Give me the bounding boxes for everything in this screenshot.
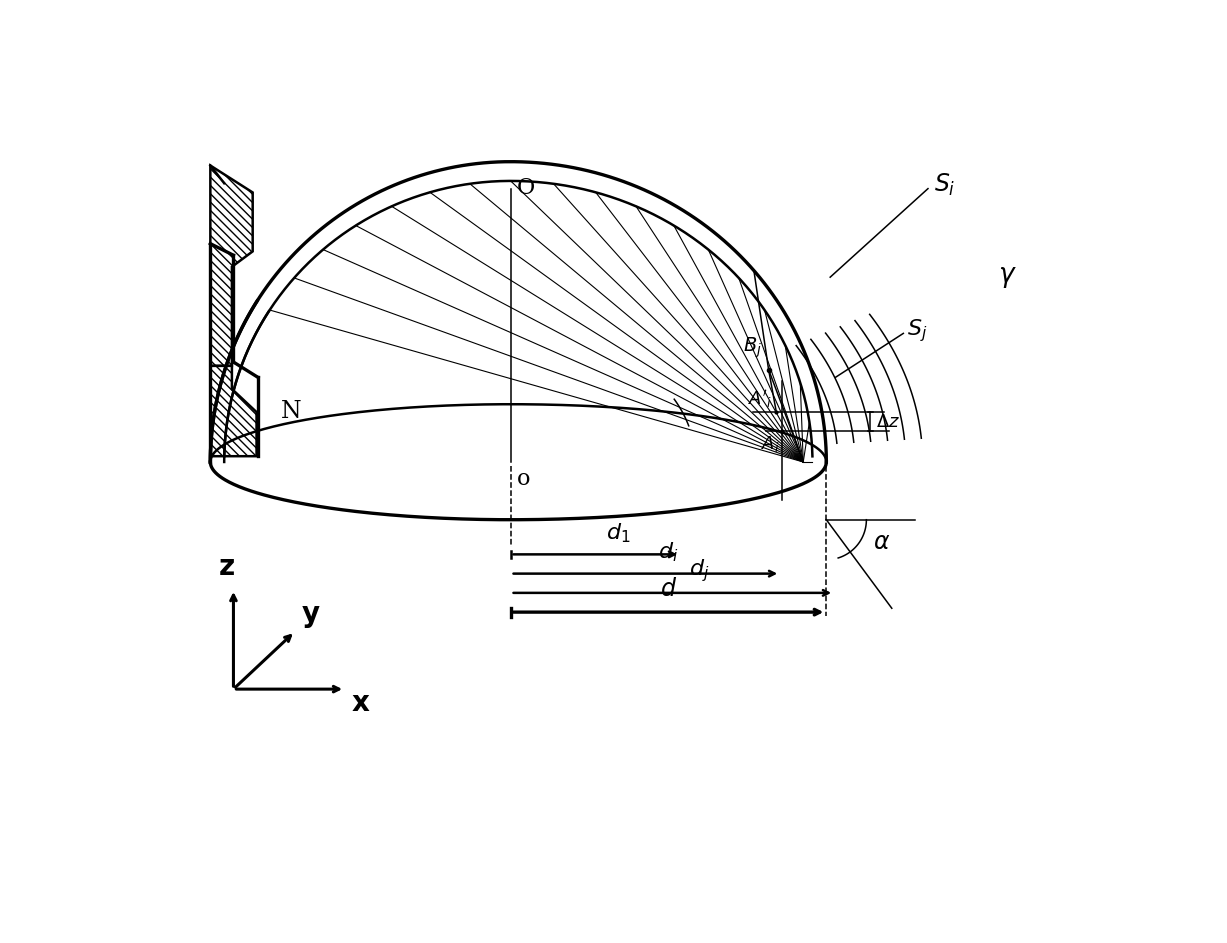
Text: $\gamma$: $\gamma$	[998, 265, 1017, 290]
Text: $S_j$: $S_j$	[907, 318, 928, 344]
Text: o: o	[517, 468, 530, 490]
Polygon shape	[210, 161, 826, 462]
Text: $d_i$: $d_i$	[659, 540, 679, 564]
Text: y: y	[301, 600, 319, 627]
Text: $d_j$: $d_j$	[690, 556, 709, 584]
Polygon shape	[210, 366, 256, 456]
Polygon shape	[210, 166, 253, 366]
Text: $A'_i$: $A'_i$	[748, 388, 773, 409]
Text: $\alpha$: $\alpha$	[872, 531, 890, 554]
Text: N: N	[281, 401, 302, 423]
Text: $S_i$: $S_i$	[934, 172, 956, 198]
Text: $A_i$: $A_i$	[761, 434, 779, 455]
Polygon shape	[210, 405, 834, 566]
Text: $d$: $d$	[660, 578, 677, 602]
Text: z: z	[220, 554, 236, 581]
Text: $\Delta z$: $\Delta z$	[876, 412, 901, 431]
Text: O: O	[517, 177, 535, 199]
Text: x: x	[351, 689, 369, 717]
Polygon shape	[225, 181, 812, 462]
Text: $d_1$: $d_1$	[606, 521, 631, 545]
Text: $B_j$: $B_j$	[744, 336, 762, 360]
